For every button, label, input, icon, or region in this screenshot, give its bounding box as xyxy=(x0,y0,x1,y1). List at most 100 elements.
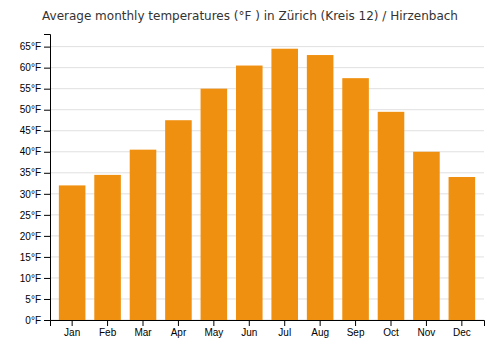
x-tick: Apr xyxy=(171,320,187,338)
y-tick-label: 25°F xyxy=(20,210,41,221)
x-tick: Dec xyxy=(453,320,471,338)
y-tick-mark xyxy=(44,68,50,69)
x-tick: May xyxy=(204,320,223,338)
x-axis: Jan Feb Mar Apr May Jun Jul Aug Sep Oct Nov Dec xyxy=(51,320,485,338)
y-tick-label: 0°F xyxy=(25,315,41,326)
y-tick-mark xyxy=(44,173,50,174)
y-tick: 40°F xyxy=(20,146,50,157)
y-tick-mark xyxy=(44,236,50,237)
x-tick-label: Dec xyxy=(453,327,471,338)
x-tick: Jul xyxy=(278,320,291,338)
x-tick-mark xyxy=(72,320,73,326)
y-tick-label: 5°F xyxy=(25,294,41,305)
x-tick-mark xyxy=(391,320,392,326)
y-tick-mark xyxy=(44,320,50,321)
x-tick-mark xyxy=(320,320,321,326)
y-tick-label: 50°F xyxy=(20,104,41,115)
y-tick-label: 10°F xyxy=(20,273,41,284)
x-tick-label: Oct xyxy=(383,327,399,338)
grid-line xyxy=(50,67,484,68)
y-tick-mark xyxy=(44,257,50,258)
x-tick-mark xyxy=(461,320,462,326)
chart-svg: 0°F 5°F 10°F 15°F 20°F 25°F 30°F 35°F 40°F 45°F 50… xyxy=(0,0,500,350)
x-tick-mark xyxy=(213,320,214,326)
y-tick: 65°F xyxy=(20,41,50,52)
x-tick-label: Aug xyxy=(311,327,329,338)
x-tick-mark xyxy=(178,320,179,326)
bar xyxy=(94,175,121,320)
grid-line xyxy=(50,88,484,89)
x-tick-label: May xyxy=(204,327,223,338)
x-axis-line xyxy=(51,321,485,327)
y-tick-label: 30°F xyxy=(20,189,41,200)
y-tick-mark xyxy=(44,89,50,90)
x-tick-mark xyxy=(107,320,108,326)
bar xyxy=(342,78,369,320)
y-axis: 0°F 5°F 10°F 15°F 20°F 25°F 30°F 35°F 40°F 45°F 50… xyxy=(20,35,51,326)
y-tick-mark xyxy=(44,215,50,216)
y-tick: 20°F xyxy=(20,231,50,242)
y-tick: 15°F xyxy=(20,252,50,263)
title: Average monthly temperatures (°F ) in Zü… xyxy=(42,9,458,23)
y-tick: 30°F xyxy=(20,189,50,200)
x-tick: Oct xyxy=(383,320,399,338)
y-tick-label: 45°F xyxy=(20,125,41,136)
bar xyxy=(165,120,192,320)
y-tick-label: 35°F xyxy=(20,167,41,178)
x-tick-mark xyxy=(355,320,356,326)
y-tick-label: 55°F xyxy=(20,83,41,94)
grid xyxy=(50,47,484,320)
y-tick: 35°F xyxy=(20,167,50,178)
bar xyxy=(201,89,228,320)
x-tick-label: Jan xyxy=(64,327,80,338)
y-tick-mark xyxy=(44,131,50,132)
y-tick-mark xyxy=(44,194,50,195)
x-tick: Jun xyxy=(241,320,257,338)
y-tick-mark xyxy=(44,152,50,153)
y-tick-label: 15°F xyxy=(20,252,41,263)
y-tick: 45°F xyxy=(20,125,50,136)
x-tick-mark xyxy=(249,320,250,326)
x-tick-label: Jun xyxy=(241,327,257,338)
bars xyxy=(59,49,475,320)
y-tick-mark xyxy=(44,47,50,48)
x-tick: Sep xyxy=(347,320,365,338)
bar xyxy=(413,152,440,320)
bar xyxy=(271,49,298,320)
bar xyxy=(307,55,334,320)
y-tick: 25°F xyxy=(20,210,50,221)
bar xyxy=(236,66,263,320)
grid-line xyxy=(50,109,484,110)
x-tick-label: Feb xyxy=(99,327,117,338)
x-tick: Mar xyxy=(134,320,152,338)
plot: 0°F 5°F 10°F 15°F 20°F 25°F 30°F 35°F 40°F 45°F 50… xyxy=(20,35,485,339)
y-tick-mark xyxy=(44,110,50,111)
bar xyxy=(130,150,157,320)
bar xyxy=(449,177,476,320)
x-tick-label: Sep xyxy=(347,327,365,338)
grid-line xyxy=(50,46,484,47)
x-tick-label: Mar xyxy=(134,327,152,338)
y-tick-mark xyxy=(44,278,50,279)
y-tick: 0°F xyxy=(25,315,50,326)
x-tick: Nov xyxy=(418,320,436,338)
y-tick: 5°F xyxy=(25,294,50,305)
x-tick: Feb xyxy=(99,320,117,338)
x-tick-mark xyxy=(143,320,144,326)
x-tick-label: Nov xyxy=(418,327,436,338)
x-tick: Aug xyxy=(311,320,329,338)
x-tick-label: Apr xyxy=(171,327,187,338)
y-tick: 50°F xyxy=(20,104,50,115)
y-axis-line xyxy=(44,35,51,321)
x-tick-label: Jul xyxy=(278,327,291,338)
y-tick-label: 65°F xyxy=(20,41,41,52)
y-tick-label: 60°F xyxy=(20,62,41,73)
y-tick-mark xyxy=(44,299,50,300)
x-tick-mark xyxy=(426,320,427,326)
bar xyxy=(59,185,86,320)
y-tick: 60°F xyxy=(20,62,50,73)
x-tick-mark xyxy=(284,320,285,326)
bar xyxy=(378,112,405,320)
chart-container: 0°F 5°F 10°F 15°F 20°F 25°F 30°F 35°F 40°F 45°F 50… xyxy=(0,0,500,350)
y-tick: 10°F xyxy=(20,273,50,284)
